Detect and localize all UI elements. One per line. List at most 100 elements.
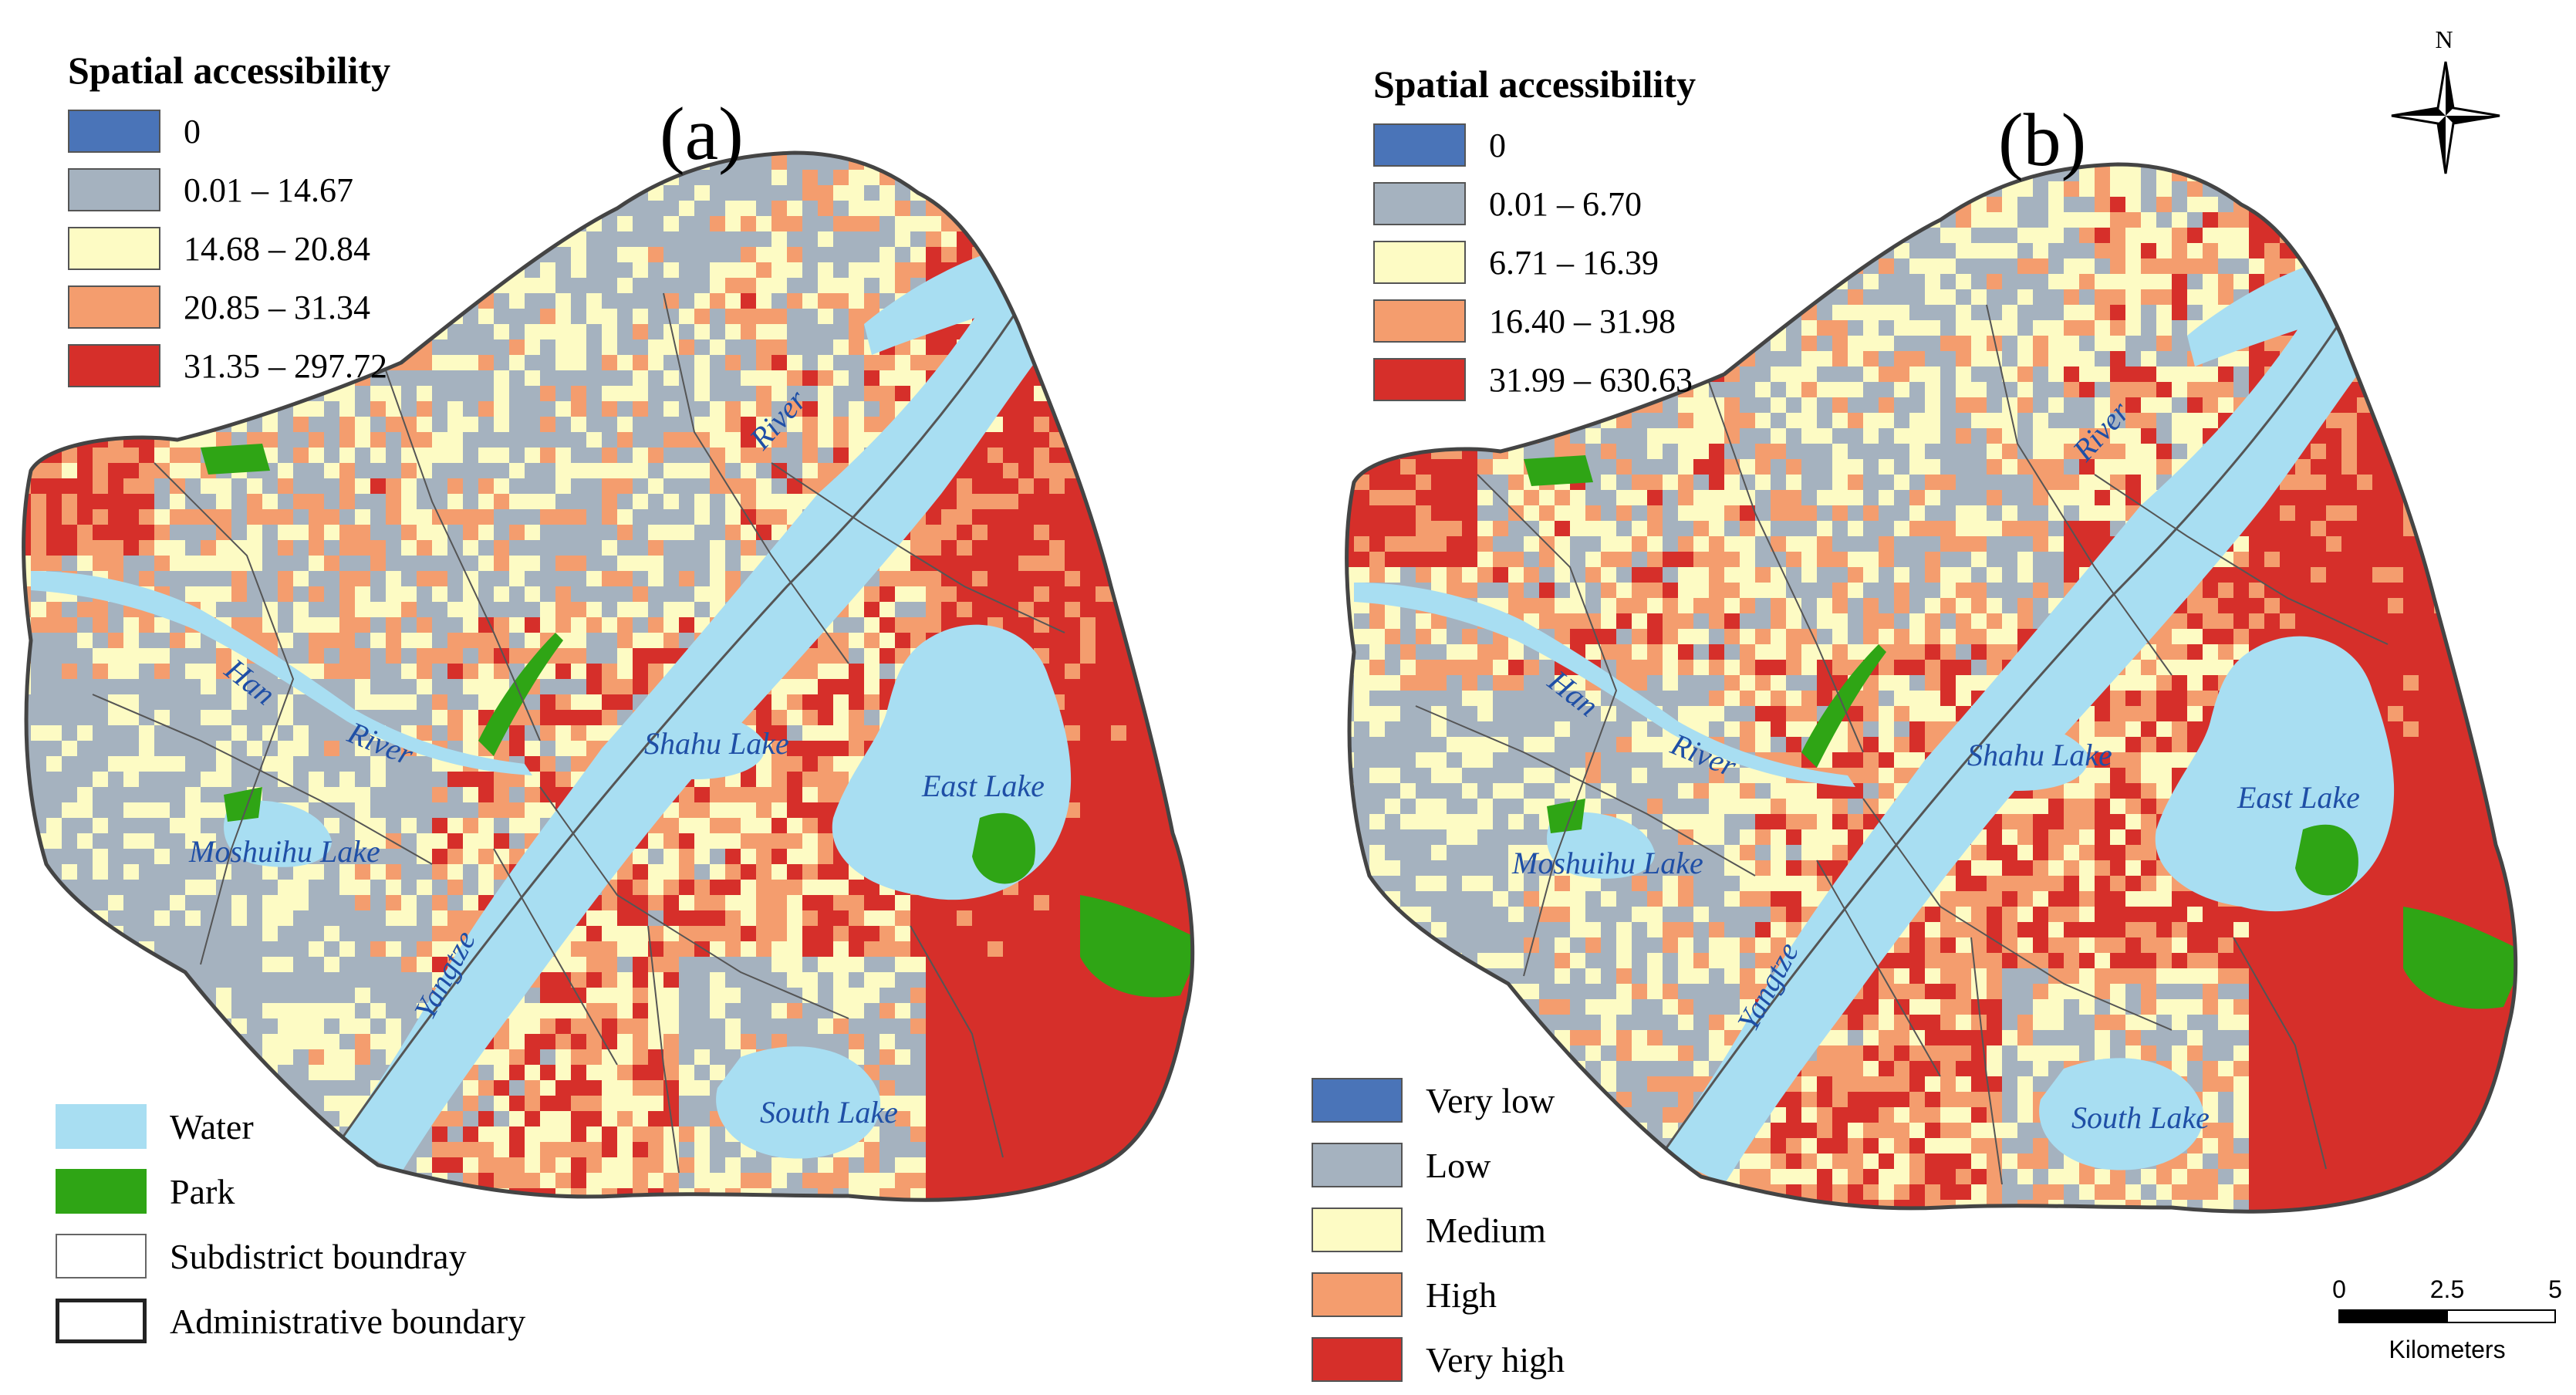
grid-cell xyxy=(787,1018,802,1034)
grid-cell xyxy=(1018,1080,1034,1096)
grid-cell xyxy=(1096,617,1111,633)
grid-cell xyxy=(1188,849,1193,864)
grid-cell xyxy=(1157,309,1173,324)
grid-cell xyxy=(46,247,62,262)
grid-cell xyxy=(1173,185,1188,201)
grid-cell xyxy=(139,926,154,941)
grid-cell xyxy=(309,571,324,586)
grid-cell xyxy=(1126,324,1142,339)
grid-cell xyxy=(324,494,339,509)
grid-cell xyxy=(201,1080,216,1096)
grid-cell xyxy=(988,478,1003,494)
grid-cell xyxy=(833,864,849,880)
grid-cell xyxy=(494,463,509,478)
grid-cell xyxy=(231,1003,247,1018)
grid-cell xyxy=(725,370,741,386)
grid-cell xyxy=(1111,1065,1126,1080)
grid-cell xyxy=(31,648,46,664)
grid-cell xyxy=(494,818,509,833)
grid-cell xyxy=(262,586,278,602)
grid-cell xyxy=(633,1018,648,1034)
grid-cell xyxy=(1346,320,1354,336)
grid-cell xyxy=(1080,880,1096,895)
grid-cell xyxy=(1157,833,1173,849)
grid-cell xyxy=(93,710,108,725)
grid-cell xyxy=(555,772,571,787)
grid-cell xyxy=(1111,494,1126,509)
grid-cell xyxy=(46,262,62,278)
grid-cell xyxy=(2326,289,2341,305)
grid-cell xyxy=(2403,166,2419,181)
grid-cell xyxy=(879,1018,895,1034)
grid-cell xyxy=(2388,228,2403,243)
grid-cell xyxy=(1188,1111,1193,1126)
grid-cell xyxy=(1126,864,1142,880)
grid-cell xyxy=(1204,694,1219,710)
grid-cell xyxy=(262,540,278,556)
grid-cell xyxy=(309,710,324,725)
grid-cell xyxy=(1894,181,1909,197)
grid-cell xyxy=(2419,181,2434,197)
grid-cell xyxy=(309,432,324,448)
grid-cell xyxy=(93,448,108,463)
grid-cell xyxy=(787,1003,802,1018)
grid-cell xyxy=(1740,274,1755,289)
grid-cell xyxy=(62,972,77,988)
grid-cell xyxy=(93,880,108,895)
grid-cell xyxy=(278,509,293,525)
grid-cell xyxy=(2218,197,2233,212)
grid-cell xyxy=(1188,231,1193,247)
grid-cell xyxy=(1188,1142,1193,1157)
grid-cell xyxy=(1848,197,1863,212)
grid-cell xyxy=(1018,185,1034,201)
grid-cell xyxy=(849,648,864,664)
grid-cell xyxy=(2388,243,2403,258)
grid-cell xyxy=(309,602,324,617)
grid-cell xyxy=(818,153,833,154)
grid-cell xyxy=(1173,1188,1188,1201)
grid-cell xyxy=(1740,181,1755,197)
grid-cell xyxy=(941,1204,957,1219)
grid-cell xyxy=(447,247,463,262)
grid-cell xyxy=(2419,305,2434,320)
grid-cell xyxy=(386,972,401,988)
grid-cell xyxy=(694,401,710,417)
grid-cell xyxy=(571,386,586,401)
grid-cell xyxy=(957,247,972,262)
grid-cell xyxy=(833,910,849,926)
grid-cell xyxy=(602,586,617,602)
grid-cell xyxy=(1065,664,1080,679)
grid-cell xyxy=(802,339,818,355)
grid-cell xyxy=(46,849,62,864)
grid-cell xyxy=(725,170,741,185)
north-park xyxy=(201,444,270,475)
grid-cell xyxy=(401,401,417,417)
grid-cell xyxy=(1096,802,1111,818)
grid-cell xyxy=(293,910,309,926)
grid-cell xyxy=(1096,463,1111,478)
grid-cell xyxy=(432,602,447,617)
grid-cell xyxy=(1157,231,1173,247)
grid-cell xyxy=(2033,274,2048,289)
grid-cell xyxy=(1173,386,1188,401)
grid-cell xyxy=(602,509,617,525)
grid-cell xyxy=(648,1111,663,1126)
grid-cell xyxy=(386,463,401,478)
grid-cell xyxy=(23,293,31,309)
grid-cell xyxy=(478,1080,494,1096)
grid-cell xyxy=(2480,274,2496,289)
grid-cell xyxy=(1080,525,1096,540)
grid-cell xyxy=(494,494,509,509)
grid-cell xyxy=(725,1003,741,1018)
grid-cell xyxy=(988,247,1003,262)
grid-cell xyxy=(1188,556,1193,571)
grid-cell xyxy=(771,849,787,864)
grid-cell xyxy=(46,910,62,926)
grid-cell xyxy=(957,941,972,957)
grid-cell xyxy=(62,926,77,941)
grid-cell xyxy=(586,710,602,725)
grid-cell xyxy=(1987,305,2002,320)
grid-cell xyxy=(1817,258,1832,274)
grid-cell xyxy=(1204,710,1219,725)
grid-cell xyxy=(62,494,77,509)
